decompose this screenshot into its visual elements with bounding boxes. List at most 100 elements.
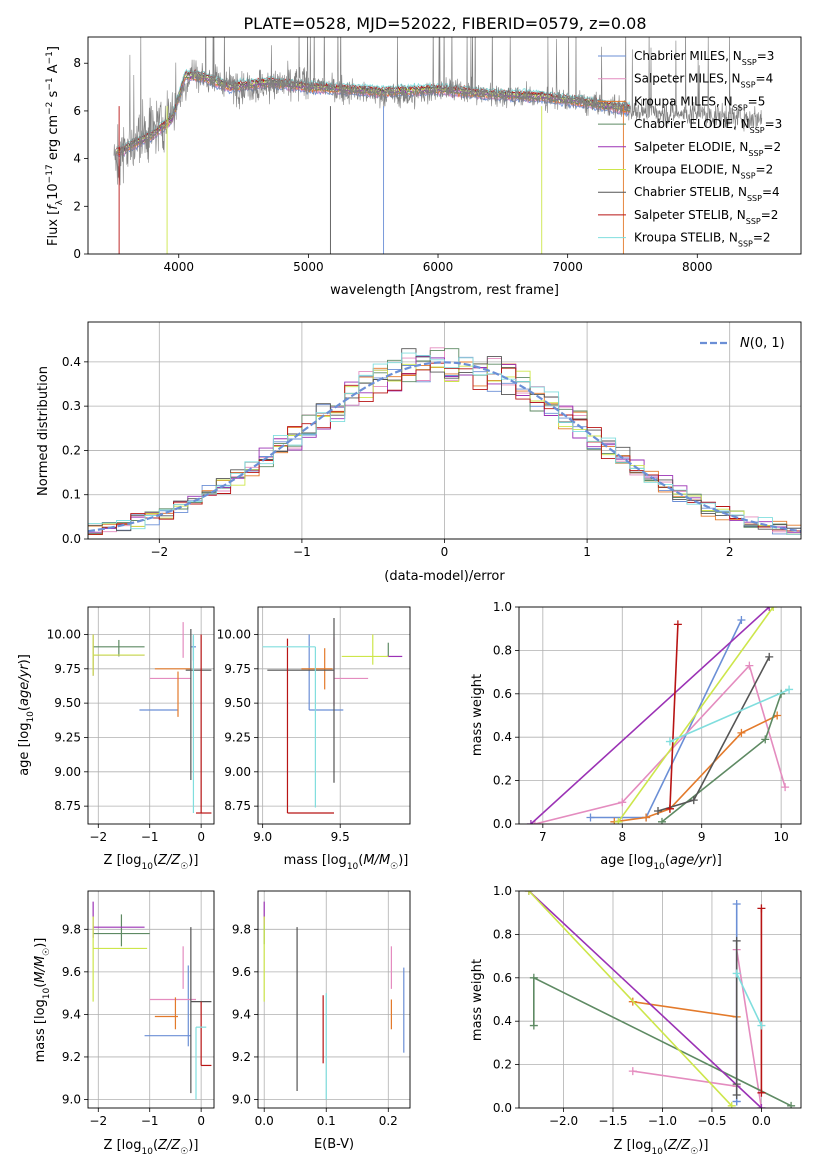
weight_vs_Z-ytick-label: 0.2 xyxy=(493,1058,512,1072)
mass_vs_EBV-frame xyxy=(257,890,411,1109)
weight_vs_Z-frame xyxy=(518,890,802,1109)
legend-value: =2 xyxy=(753,231,771,245)
age-vs-Z-ylabel-part: age [log xyxy=(17,723,32,776)
weight_vs_Z-xtick-label: 0.0 xyxy=(752,1114,771,1128)
weight-vs-age-ylabel: mass weight xyxy=(470,674,485,756)
weight-line xyxy=(632,949,763,1108)
model-spectrum-line xyxy=(116,68,631,148)
weight-marker xyxy=(732,1090,741,1099)
spectrum-ytick-label: 8 xyxy=(73,56,81,70)
residuals-xlabel: (data-model)/error xyxy=(384,569,505,584)
age-vs-mass-xlabel-part: 10 xyxy=(347,862,359,872)
spectrum-ylabel-part: f xyxy=(46,203,61,210)
mass_vs_EBV-xtick-label: 0.2 xyxy=(379,1114,398,1128)
mass-vs-Z-xlabel-part: ( xyxy=(153,1138,158,1153)
residuals-xtick-label: 0 xyxy=(441,545,449,559)
spectrum-ylabel-part: s xyxy=(46,90,61,101)
weight_vs_age-xtick-label: 10 xyxy=(774,830,789,844)
mass_vs_Z-xtick-label: 0 xyxy=(197,1114,205,1128)
mass-vs-Z-xlabel-part: Z/Z xyxy=(157,1138,181,1153)
legend-entry: Chabrier ELODIE, NSSP=3 xyxy=(634,117,782,135)
weight_vs_Z-ytick-label: 1.0 xyxy=(493,884,512,898)
weight_vs_age-xtick-label: 9 xyxy=(698,830,706,844)
weight-vs-Z-xlabel-part: Z/Z xyxy=(667,1138,691,1153)
weight-vs-age-xlabel-part: 10 xyxy=(653,862,665,872)
legend-label: Chabrier ELODIE, N xyxy=(634,117,750,131)
mass-vs-EBV-xlabel: E(B-V) xyxy=(314,1137,354,1152)
weight_vs_Z-ytick-label: 0.8 xyxy=(493,927,512,941)
mass_vs_EBV-ytick-label: 9.4 xyxy=(232,1007,251,1021)
spectrum-ylabel-part: λ xyxy=(55,199,65,205)
model-spectrum-line xyxy=(116,68,631,152)
mass-vs-Z-xlabel-part: )] xyxy=(188,1138,198,1153)
weight-line xyxy=(735,973,763,1026)
weight_vs_Z-axes: −2.0 −1.5 −1.0 −0.5 0.0 0.0 0.2 0.4 0.6 0.8 1.0 Z [… xyxy=(470,884,802,1157)
weight-line xyxy=(528,891,733,1107)
mass_vs_EBV-ytick-label: 9.0 xyxy=(232,1092,251,1106)
weight-vs-age-xlabel-part: ( xyxy=(665,853,670,868)
weight-marker xyxy=(769,607,778,611)
legend-value: =4 xyxy=(762,185,780,199)
weight-line xyxy=(657,656,770,812)
age-vs-Z-xlabel-part: Z [log xyxy=(104,853,142,868)
weight-vs-Z-xlabel-part: Z [log xyxy=(614,1138,652,1153)
legend-entry: Salpeter MILES, NSSP=4 xyxy=(634,72,773,90)
spectrum-ytick-label: 0 xyxy=(73,247,81,261)
residuals-ylabel: Normed distribution xyxy=(36,366,51,496)
mass-vs-Z-xlabel-part: 10 xyxy=(141,1147,153,1157)
mass-vs-Z-ylabel-part: M/M xyxy=(33,956,48,983)
weight-vs-age-xlabel-part: )] xyxy=(712,853,722,868)
age_vs_mass-frame xyxy=(257,606,411,825)
legend-label: Salpeter ELODIE, N xyxy=(634,140,748,154)
residuals-legend: N(0, 1) xyxy=(700,336,785,351)
weight-line xyxy=(669,688,790,743)
legend-sub: SSP xyxy=(741,171,756,180)
spectrum-ylabel-part: Flux [ xyxy=(46,210,61,246)
age_vs_Z-ytick-label: 8.75 xyxy=(54,799,81,813)
spectrum-axes: 4000 5000 6000 7000 8000 0 2 4 6 8 wavelength [Ang… xyxy=(45,36,802,298)
age_vs_mass-ytick-label: 9.25 xyxy=(224,730,251,744)
mass_vs_Z-xtick-label: −1 xyxy=(141,1114,159,1128)
weight-marker xyxy=(654,806,663,815)
weight_vs_age-ytick-label: 0.4 xyxy=(493,730,512,744)
weight-marker xyxy=(773,711,782,720)
weight_vs_age-ytick-label: 1.0 xyxy=(493,600,512,614)
age-vs-mass-xlabel-part: M/M xyxy=(363,853,390,868)
mass_vs_Z-frame xyxy=(87,890,215,1109)
mass_vs_Z-ytick-label: 9.2 xyxy=(62,1050,81,1064)
mass_vs_Z-xtick-label: −2 xyxy=(89,1114,107,1128)
age-vs-Z-xlabel-part: ☉ xyxy=(180,862,188,872)
legend-label: Chabrier STELIB, N xyxy=(634,185,747,199)
spectrum-ylabel-part: −17 xyxy=(45,164,55,183)
weight_vs_age-frame xyxy=(518,606,802,825)
weight-vs-age-xlabel-part: age/yr xyxy=(670,853,713,868)
age-vs-mass-xlabel-part: ( xyxy=(358,853,363,868)
weight-marker xyxy=(745,661,754,670)
weight-marker xyxy=(757,1088,766,1097)
weight_vs_Z-xtick-label: −2.0 xyxy=(549,1114,578,1128)
residuals-xtick-label: −1 xyxy=(293,545,311,559)
legend-sub: SSP xyxy=(738,239,753,248)
mass_vs_EBV-ytick-label: 9.8 xyxy=(232,922,251,936)
age_vs_mass-ytick-label: 9.50 xyxy=(224,696,251,710)
mass-vs-Z-xlabel-part: ☉ xyxy=(180,1147,188,1157)
weight-vs-Z-ylabel: mass weight xyxy=(470,959,485,1041)
weight-marker xyxy=(526,820,535,824)
age_vs_Z-ytick-label: 9.50 xyxy=(54,696,81,710)
age_vs_mass-ytick-label: 10.00 xyxy=(217,627,251,641)
weight_vs_age-data xyxy=(526,607,794,824)
legend-entry: N(0, 1) xyxy=(740,336,785,351)
legend-entry: Chabrier STELIB, NSSP=4 xyxy=(634,185,780,203)
weight_vs_age-xtick-label: 7 xyxy=(539,830,547,844)
spectrum-ylabel-part: −1 xyxy=(45,51,55,64)
legend-value: =3 xyxy=(765,117,783,131)
mass_vs_EBV-ytick-label: 9.6 xyxy=(232,965,251,979)
weight-marker xyxy=(657,817,666,824)
residuals-data xyxy=(88,347,801,539)
legend-sub: SSP xyxy=(742,58,757,67)
model-spectrum-line xyxy=(116,69,631,151)
age-vs-Z-xlabel-part: Z/Z xyxy=(157,853,181,868)
legend-args: (0, 1) xyxy=(750,336,785,351)
